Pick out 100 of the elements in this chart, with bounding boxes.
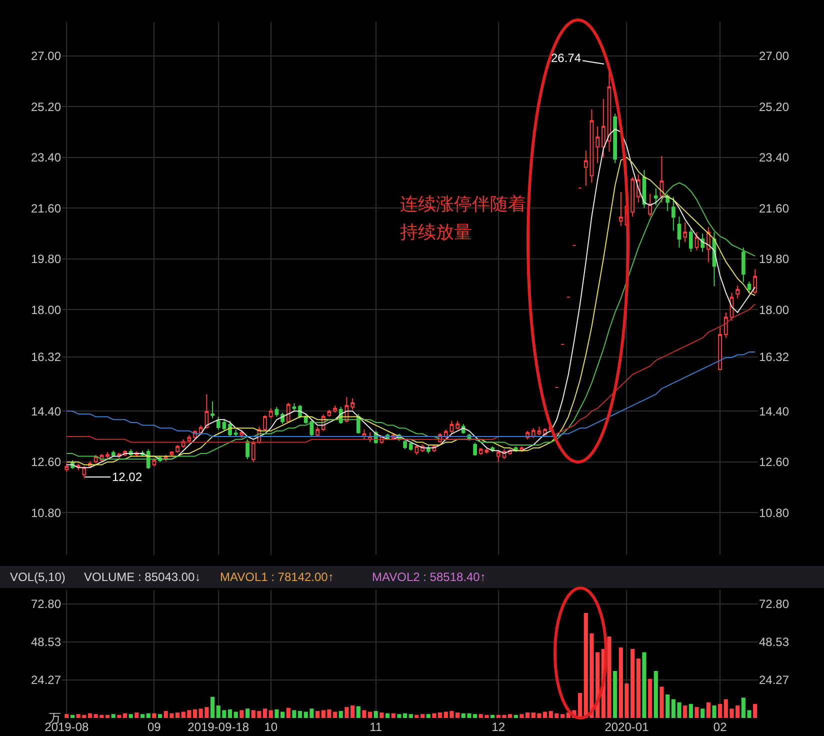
candlestick [741, 247, 746, 283]
candlestick [660, 155, 664, 203]
bar [700, 708, 705, 718]
bar [228, 709, 232, 718]
x-tick-label: 2019-09-18 [188, 720, 250, 734]
chart-title: VOL(5,10) [10, 570, 66, 584]
bar [274, 709, 279, 718]
candlestick [613, 113, 617, 164]
bar [368, 712, 372, 718]
x-tick-label: 10 [264, 720, 278, 734]
candlestick [630, 176, 634, 218]
bar [426, 714, 430, 718]
candlestick [82, 466, 86, 479]
y2-tick-label: 16.32 [759, 350, 790, 364]
y-tick-label: 72.80 [30, 597, 62, 612]
y2-tick-label: 24.27 [759, 673, 790, 688]
candlestick [648, 194, 652, 218]
candlestick [316, 426, 320, 438]
bar [344, 707, 349, 718]
bar [683, 705, 688, 718]
bar [134, 712, 139, 718]
bar [152, 713, 156, 718]
bar [70, 714, 75, 718]
bar [122, 713, 128, 718]
bar [315, 710, 320, 718]
candlestick [618, 192, 623, 227]
bar [712, 705, 716, 718]
bar [386, 713, 390, 718]
x-tick-label: 2020-01 [604, 720, 650, 734]
bar [706, 702, 710, 718]
candlestick [596, 126, 600, 164]
bar [338, 710, 343, 718]
bar [117, 714, 122, 718]
bar [350, 705, 355, 718]
y-tick-label: 27.00 [30, 49, 62, 64]
candlestick [222, 418, 226, 432]
candlestick [654, 188, 658, 206]
bar [88, 713, 92, 718]
candlestick [478, 447, 483, 456]
candlestick [590, 108, 594, 184]
candlestick [251, 440, 256, 462]
candlestick [333, 405, 337, 414]
text: MAVOL1 : 78142.00↑ [220, 570, 334, 584]
bar [374, 710, 378, 718]
candlestick [64, 462, 69, 472]
bar [268, 710, 273, 718]
x-tick-label: 12 [492, 720, 506, 734]
candlestick [601, 98, 606, 158]
bar [408, 714, 413, 718]
bar [105, 714, 110, 718]
bar [514, 714, 518, 718]
bar [666, 694, 670, 718]
bar [753, 704, 758, 718]
annotation: 12.02 [112, 470, 142, 484]
text: VOLUME : 85043.00↓ [84, 570, 201, 584]
bar [286, 708, 290, 718]
y-tick-label: 16.32 [30, 350, 62, 364]
y2-tick-label: 18.00 [759, 302, 790, 317]
bar [158, 714, 162, 718]
bar [648, 678, 652, 718]
candlestick [408, 442, 413, 452]
candlestick [403, 439, 407, 450]
candlestick [724, 312, 728, 338]
bar [298, 710, 302, 718]
x-tick-label: 02 [713, 720, 728, 734]
annotation: 连续涨停伴随着 [400, 194, 526, 214]
bar [654, 671, 658, 718]
candlestick [216, 416, 220, 430]
bar [175, 712, 180, 718]
candlestick [484, 447, 489, 454]
y-tick-label: 12.60 [30, 455, 62, 470]
bar [660, 686, 664, 718]
x-tick-label: 11 [370, 720, 382, 734]
candlestick [204, 394, 209, 430]
annotation: 持续放量 [400, 222, 472, 242]
candlestick [187, 434, 192, 444]
y-tick-label: 21.60 [30, 201, 62, 216]
bar [688, 704, 693, 718]
candlestick [234, 429, 238, 436]
y2-tick-label: 48.53 [759, 635, 790, 650]
candlestick [753, 268, 758, 295]
candlestick [688, 227, 693, 252]
candlestick [537, 426, 542, 436]
candlestick [350, 398, 354, 410]
bar [694, 707, 699, 718]
bar [391, 713, 396, 718]
y2-tick-label: 10.80 [759, 506, 790, 520]
y-tick-label: 48.53 [30, 635, 62, 650]
candlestick [228, 420, 232, 438]
y-tick-label: 23.40 [30, 150, 62, 165]
bar [146, 713, 150, 718]
candlestick [718, 326, 722, 370]
candlestick [496, 450, 500, 462]
candlestick [683, 222, 687, 242]
candlestick [170, 450, 174, 457]
y2-tick-label: 14.40 [759, 404, 790, 418]
line-series [66, 351, 756, 438]
bar [613, 671, 618, 718]
y2-tick-label: 23.40 [759, 150, 790, 165]
y2-tick-label: 27.00 [759, 49, 790, 64]
